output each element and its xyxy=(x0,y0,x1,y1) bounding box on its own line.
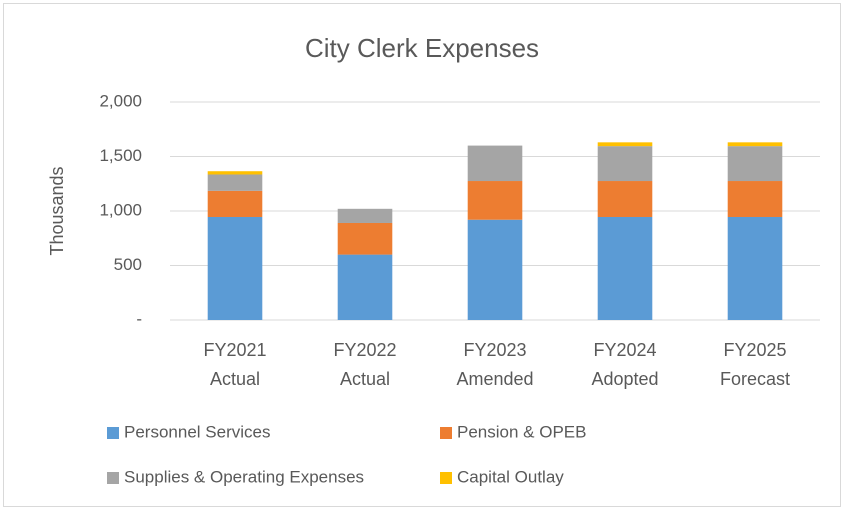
bar-segment xyxy=(207,174,263,191)
y-tick-label: 2,000 xyxy=(99,91,142,110)
legend-swatch xyxy=(440,472,452,484)
bar-segment xyxy=(207,216,263,320)
bar-segment xyxy=(207,190,263,217)
bar-segment xyxy=(207,171,263,175)
legend-label: Personnel Services xyxy=(124,422,270,441)
y-axis-label: Thousands xyxy=(47,166,67,255)
bar-segment xyxy=(597,146,653,182)
bar-segment xyxy=(467,181,523,220)
x-tick-label: FY2022 Actual xyxy=(333,340,397,389)
chart-border xyxy=(3,3,841,507)
legend-label: Supplies & Operating Expenses xyxy=(124,467,364,486)
bar-segment xyxy=(597,216,653,320)
x-tick-label: FY2021 Actual xyxy=(203,340,267,389)
x-tick-label: FY2025 Forecast xyxy=(719,340,791,389)
x-tick-label: FY2024 Adopted xyxy=(591,340,659,389)
y-tick-label: 500 xyxy=(114,255,142,274)
bar-segment xyxy=(337,222,393,255)
bar-segment xyxy=(727,216,783,320)
bar-segment xyxy=(597,181,653,217)
y-tick-label: - xyxy=(136,309,142,328)
bar-segment xyxy=(727,181,783,217)
legend-swatch xyxy=(107,427,119,439)
bar-segment xyxy=(467,145,523,182)
bar-segment xyxy=(727,146,783,182)
y-tick-label: 1,500 xyxy=(99,146,142,165)
legend-swatch xyxy=(440,427,452,439)
bar-segment xyxy=(337,208,393,223)
x-tick-label: FY2023 Amended xyxy=(456,340,534,389)
bar-segment xyxy=(727,142,783,147)
y-tick-label: 1,000 xyxy=(99,200,142,219)
chart-title: City Clerk Expenses xyxy=(305,33,539,63)
bar-segment xyxy=(467,219,523,320)
bar-segment xyxy=(597,142,653,147)
legend-label: Capital Outlay xyxy=(457,467,564,486)
legend-swatch xyxy=(107,472,119,484)
bar-segment xyxy=(337,254,393,320)
legend-label: Pension & OPEB xyxy=(457,422,586,441)
